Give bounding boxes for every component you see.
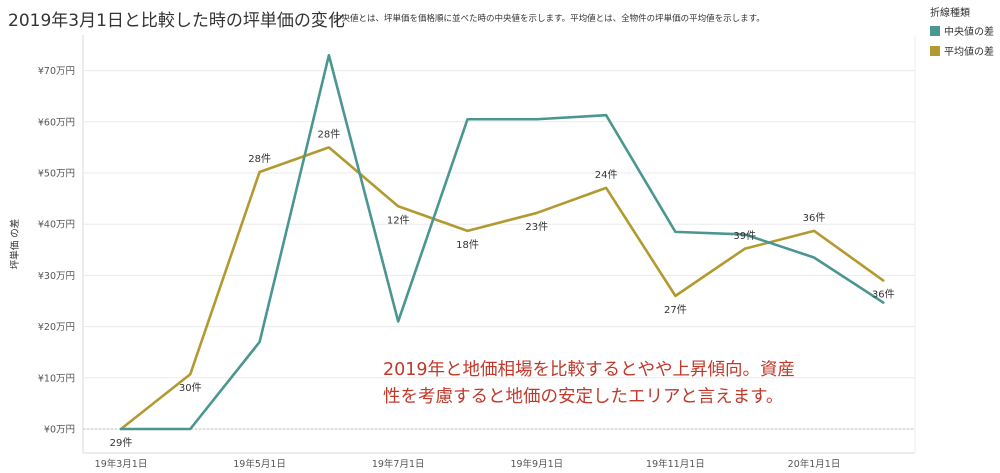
x-tick-label: 19年9月1日 [510, 458, 563, 470]
legend-item-mean[interactable]: 平均値の差 [930, 43, 1000, 58]
data-label: 18件 [456, 239, 479, 251]
data-label: 24件 [595, 169, 618, 181]
legend-item-median[interactable]: 中央値の差 [930, 23, 1000, 38]
series-line-mean [119, 146, 885, 431]
legend-swatch-mean [930, 45, 940, 56]
legend-label-median: 中央値の差 [944, 27, 994, 38]
y-tick-label: ¥30万円 [38, 271, 75, 282]
data-label: 30件 [179, 382, 202, 394]
legend-label-mean: 平均値の差 [944, 47, 994, 58]
y-tick-label: ¥10万円 [38, 373, 75, 384]
x-tick-label: 20年1月1日 [788, 458, 841, 470]
y-tick-label: ¥40万円 [38, 220, 75, 231]
y-tick-label: ¥20万円 [38, 322, 75, 333]
legend: 折線種類 中央値の差 平均値の差 [930, 4, 1000, 63]
y-tick-label: ¥70万円 [38, 66, 75, 77]
y-tick-label: ¥50万円 [38, 169, 75, 180]
y-tick-label: ¥0万円 [44, 425, 75, 436]
data-label: 12件 [387, 214, 410, 226]
x-tick-label: 19年5月1日 [233, 458, 286, 470]
y-tick-label: ¥60万円 [38, 117, 75, 128]
data-label: 23件 [525, 221, 548, 233]
chart-subtitle: 中央値とは、坪単価を価格順に並べた時の中央値を示します。平均値とは、全物件の坪単… [333, 14, 765, 24]
data-label: 28件 [248, 153, 271, 165]
legend-swatch-median [930, 25, 940, 36]
data-label: 36件 [803, 212, 826, 224]
legend-title: 折線種類 [930, 8, 970, 19]
data-label: 36件 [872, 289, 895, 301]
annotation-text: 2019年と地価相場を比較するとやや上昇傾向。資産 性を考慮すると地価の安定した… [383, 360, 796, 407]
x-tick-label: 19年3月1日 [95, 458, 148, 470]
chart-title: 2019年3月1日と比較した時の坪単価の変化 [8, 11, 345, 31]
data-label: 39件 [733, 230, 756, 242]
data-label: 27件 [664, 304, 687, 316]
x-tick-label: 19年11月1日 [646, 458, 705, 470]
y-axis-label: 坪単価 の差 [9, 219, 21, 270]
data-label: 28件 [318, 128, 341, 140]
series-line-median [119, 53, 885, 431]
data-label: 29件 [110, 437, 133, 449]
x-tick-label: 19年7月1日 [372, 458, 425, 470]
